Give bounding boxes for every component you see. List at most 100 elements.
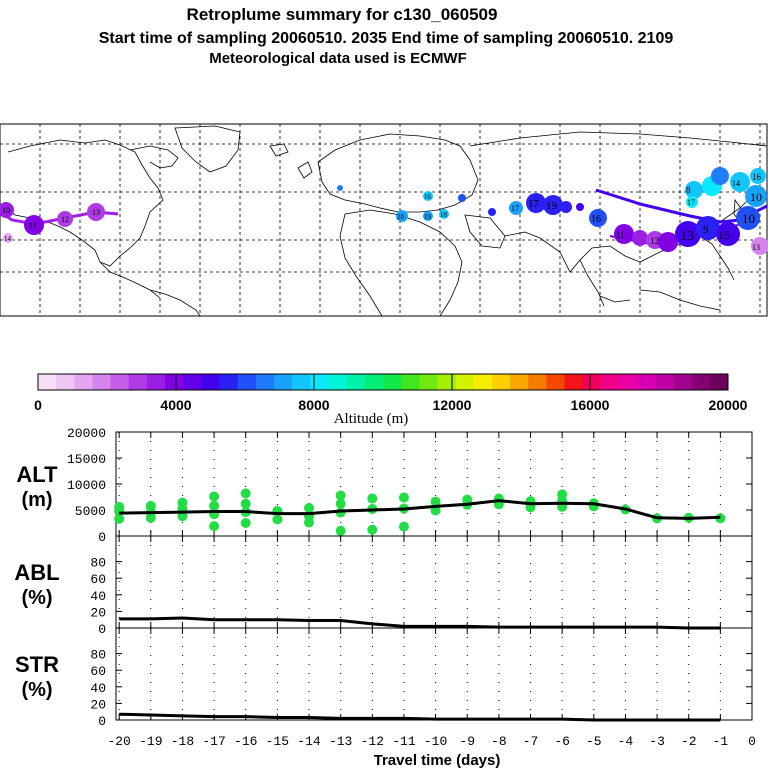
colorbar-cell (346, 374, 366, 390)
colorbar-cell (92, 374, 112, 390)
colorbar-tick-label: 16000 (571, 397, 610, 413)
plume-day-label: 10 (742, 211, 755, 226)
plume-marker (576, 203, 584, 211)
y-tick-label: 20000 (67, 426, 106, 441)
colorbar-cell (237, 374, 257, 390)
met-data-note: Meteorological data used is ECMWF (209, 50, 467, 67)
plume-day-label: 19 (546, 200, 558, 212)
plume-day-label: 10 (2, 206, 10, 215)
colorbar-cell (74, 374, 93, 390)
plume-day-label: 11 (29, 221, 37, 230)
plume-marker (658, 232, 678, 252)
panel-label: ALT (16, 462, 58, 487)
colorbar-cell (56, 374, 75, 390)
plume-day-label: 13 (680, 229, 694, 244)
panel-label: STR (15, 652, 59, 677)
colorbar-cell (473, 374, 493, 390)
sampling-times: Start time of sampling 20060510. 2035 En… (99, 30, 674, 47)
colorbar-cell (600, 374, 620, 390)
plume-day-label: 18 (440, 211, 448, 219)
plume-marker (711, 167, 729, 185)
altitude-point (430, 496, 441, 507)
altitude-point (462, 494, 473, 505)
plume-marker (0, 202, 14, 218)
y-tick-label: 60 (90, 572, 106, 587)
plume-marker (685, 181, 703, 199)
colorbar-ticks: 0 4000 8000 12000 16000 20000 (34, 374, 748, 413)
x-tick-label: -6 (554, 734, 570, 749)
plume-marker (3, 233, 13, 243)
colorbar-cell (564, 374, 584, 390)
x-tick-label: -13 (329, 734, 352, 749)
plume-middle: 16 20 19 18 (337, 185, 496, 222)
colorbar-cell (528, 374, 547, 390)
colorbar-cell (38, 374, 57, 390)
y-tick-label: 20 (90, 697, 106, 712)
colorbar-tick-label: 20000 (709, 397, 748, 413)
altitude-point (114, 513, 125, 524)
plume-marker (57, 211, 73, 227)
colorbar-cell (383, 374, 402, 390)
plume-day-label: 17 (528, 198, 540, 210)
x-tick-label: -4 (618, 734, 634, 749)
series-line-alt (119, 499, 721, 520)
plume-day-label: 11 (616, 230, 625, 240)
plume-marker (526, 193, 546, 213)
y-tick-label: 0 (98, 714, 106, 729)
colorbar-cell (255, 374, 275, 390)
x-tick-label: -10 (424, 734, 447, 749)
colorbar-cell (510, 374, 529, 390)
plume-day-label: 17 (687, 198, 695, 207)
colorbar-tick-label: 4000 (160, 397, 191, 413)
altitude-point (335, 490, 346, 501)
altitude-point (209, 521, 220, 532)
colorbar-cell (709, 374, 729, 390)
plume-marker (509, 201, 523, 215)
x-axis: -20 -19 -18 -17 -16 -15 -14 -13 -12 -11 -10 -9 -8 -7-… (107, 734, 755, 749)
plume-day-label: 19 (424, 213, 432, 221)
plume-marker (745, 185, 767, 207)
x-tick-label: -20 (107, 734, 130, 749)
plume-marker (686, 196, 698, 208)
plume-marker (751, 237, 768, 255)
colorbar-cell (128, 374, 148, 390)
x-tick-label: -15 (266, 734, 289, 749)
colorbar-cell (491, 374, 511, 390)
colorbar-cell (637, 374, 656, 390)
plume-marker (337, 185, 343, 191)
colorbar-cell (455, 374, 475, 390)
x-tick-label: -16 (234, 734, 257, 749)
altitude-colorbar: 0 4000 8000 12000 16000 20000 Altitude (m) (34, 373, 748, 427)
panel-alt: 20000 15000 10000 5000 0 ALT(m) (16, 426, 753, 545)
y-tick-label: 0 (98, 622, 106, 637)
altitude-point (145, 500, 156, 511)
y-tick-label: 0 (98, 530, 106, 545)
y-tick-label: 40 (90, 681, 106, 696)
x-tick-label: -7 (523, 734, 539, 749)
colorbar-cell (201, 374, 220, 390)
altitude-point (367, 493, 378, 504)
colorbar-cell (183, 374, 202, 390)
colorbar-cell (310, 374, 329, 390)
x-tick-label: -5 (586, 734, 602, 749)
map-coastlines (7, 125, 768, 317)
colorbar-cell (419, 374, 438, 390)
plume-day-label: 13 (92, 208, 100, 217)
altitude-point (209, 491, 220, 502)
x-tick-label: 0 (748, 734, 756, 749)
altitude-point (272, 514, 283, 525)
plume-marker (736, 206, 760, 230)
plume-day-label: 14 (4, 235, 12, 243)
plume-marker (716, 222, 740, 246)
plume-marker (696, 216, 720, 240)
x-tick-label: -2 (681, 734, 697, 749)
plume-marker (423, 191, 433, 201)
plume-day-label: 15 (718, 228, 730, 242)
y-tick-label: 15000 (67, 452, 106, 467)
altitude-point (367, 524, 378, 535)
colorbar-tick-label: 0 (34, 397, 42, 413)
colorbar-cell (364, 374, 384, 390)
colorbar-cell (673, 374, 693, 390)
